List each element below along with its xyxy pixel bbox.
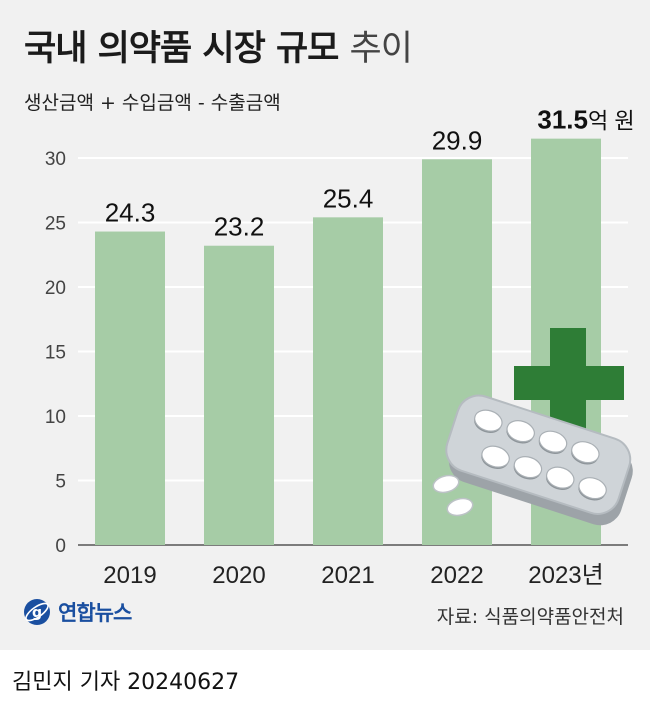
- y-axis: 0 5 10 15 20 25 30: [45, 149, 66, 557]
- x-axis: 2019 2020 2021 2022 2023년: [103, 562, 603, 589]
- y-tick-label: 5: [55, 472, 66, 493]
- x-tick-label: 2023년: [528, 562, 603, 589]
- byline: 김민지 기자 20240627: [12, 670, 240, 695]
- loose-pill-icon: [432, 474, 474, 517]
- x-tick-label: 2022: [430, 562, 483, 589]
- value-label: 31.5억 원: [537, 105, 634, 135]
- bar: [313, 217, 383, 545]
- pill-illustration: [432, 328, 633, 526]
- y-tick-label: 20: [45, 278, 66, 299]
- svg-text:g: g: [32, 605, 42, 621]
- value-label: 29.9: [432, 125, 483, 155]
- logo-text: 연합뉴스: [58, 601, 132, 625]
- yonhap-logo: g 연합뉴스: [22, 597, 132, 627]
- y-tick-label: 15: [45, 343, 66, 364]
- value-label: 23.2: [214, 212, 265, 242]
- source-note: 자료: 식품의약품안전처: [436, 606, 624, 628]
- x-tick-label: 2020: [212, 562, 265, 589]
- chart-title-main: 국내 의약품 시장 규모: [24, 29, 339, 69]
- chart-title: 국내 의약품 시장 규모 추이: [24, 20, 413, 71]
- y-tick-label: 25: [45, 214, 66, 235]
- value-labels: 24.3 23.2 25.4 29.9 31.5억 원: [105, 105, 635, 242]
- bar: [95, 231, 165, 545]
- yonhap-globe-icon: g: [24, 599, 50, 625]
- y-tick-label: 30: [45, 149, 66, 170]
- y-tick-label: 0: [55, 536, 66, 557]
- bar: [204, 245, 274, 545]
- x-tick-label: 2019: [103, 562, 156, 589]
- y-tick-label: 10: [45, 407, 66, 428]
- chart-title-suffix: 추이: [349, 29, 413, 69]
- x-tick-label: 2021: [321, 562, 374, 589]
- value-label: 24.3: [105, 198, 156, 228]
- chart-subtitle: 생산금액 + 수입금액 - 수출금액: [24, 92, 281, 114]
- value-label: 25.4: [323, 183, 374, 213]
- pill-pack-icon: [445, 394, 633, 526]
